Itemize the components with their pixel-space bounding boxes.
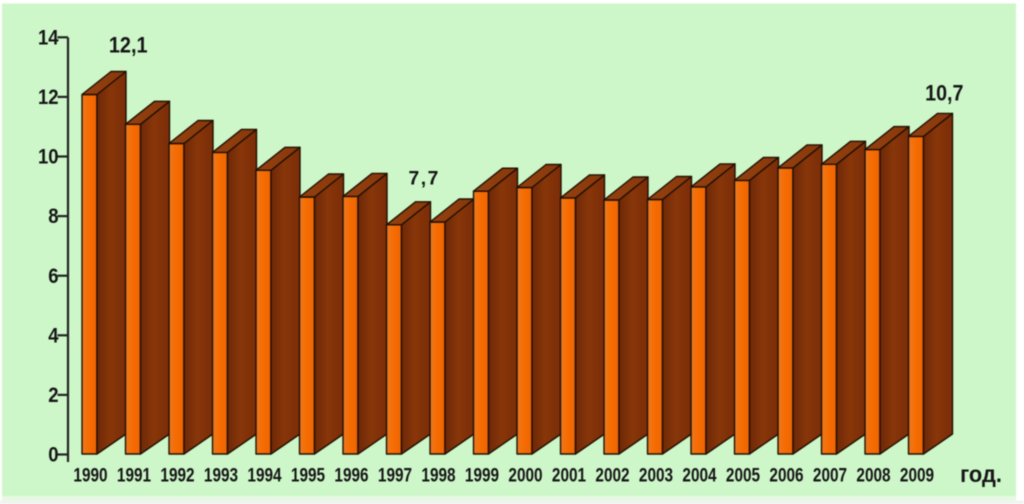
svg-text:1997: 1997 <box>378 464 412 486</box>
svg-text:2006: 2006 <box>769 464 803 486</box>
svg-text:7,7: 7,7 <box>409 169 440 190</box>
svg-text:1994: 1994 <box>247 464 281 486</box>
svg-text:год.: год. <box>960 461 1002 487</box>
svg-text:1991: 1991 <box>117 464 151 486</box>
svg-text:0: 0 <box>48 444 58 467</box>
svg-text:8: 8 <box>48 205 58 228</box>
svg-text:2009: 2009 <box>900 464 934 486</box>
svg-text:12,1: 12,1 <box>109 32 148 57</box>
svg-text:4: 4 <box>48 324 58 347</box>
svg-text:10,7: 10,7 <box>925 81 963 105</box>
svg-text:6: 6 <box>48 265 58 288</box>
svg-text:14: 14 <box>38 26 59 49</box>
svg-text:2000: 2000 <box>508 464 542 486</box>
svg-text:2002: 2002 <box>595 464 629 486</box>
svg-text:1990: 1990 <box>73 464 107 486</box>
svg-text:1992: 1992 <box>160 464 194 486</box>
svg-text:2008: 2008 <box>856 464 890 486</box>
svg-text:2003: 2003 <box>639 464 673 486</box>
svg-text:2005: 2005 <box>726 464 760 486</box>
svg-text:2004: 2004 <box>682 464 716 486</box>
svg-text:1999: 1999 <box>465 464 499 486</box>
svg-text:1993: 1993 <box>204 464 238 486</box>
svg-text:10: 10 <box>38 146 59 169</box>
svg-text:2001: 2001 <box>552 464 586 486</box>
svg-text:12: 12 <box>38 86 59 109</box>
svg-text:2007: 2007 <box>813 464 847 486</box>
svg-text:1996: 1996 <box>334 464 368 486</box>
svg-text:2: 2 <box>48 384 58 407</box>
svg-text:1995: 1995 <box>291 464 325 486</box>
svg-text:1998: 1998 <box>421 464 455 486</box>
